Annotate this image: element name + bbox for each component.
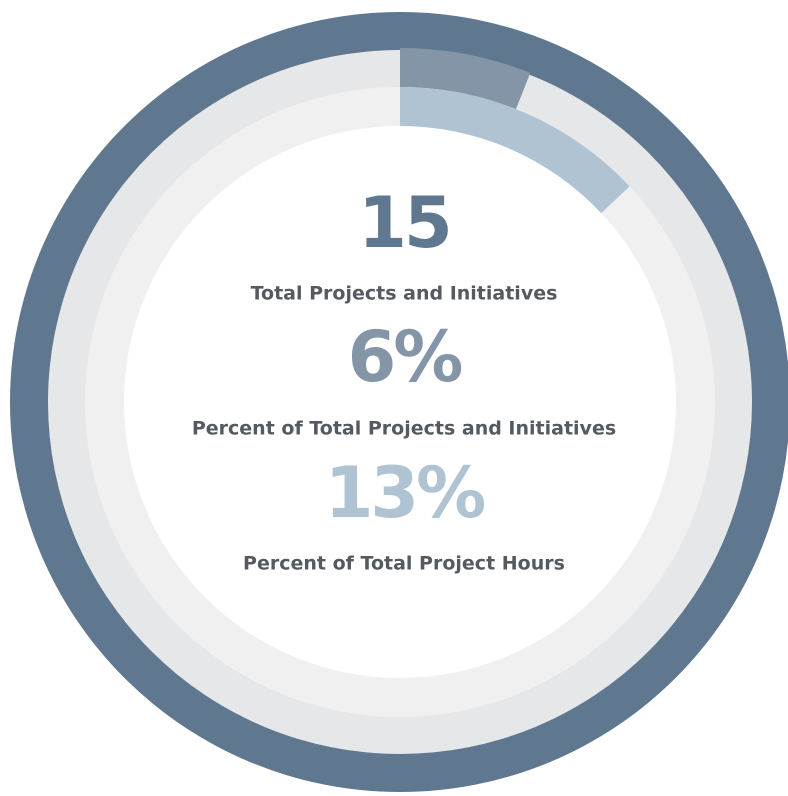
total-value: 15 (358, 182, 449, 264)
value-label: 6% (348, 316, 462, 398)
center (124, 126, 676, 678)
series-label: Percent of Total Projects and Initiative… (192, 418, 616, 440)
arc (400, 87, 630, 214)
total-label: Total Projects and Initiatives (251, 283, 558, 305)
value-label: 13% (325, 452, 484, 534)
arc (400, 48, 531, 110)
series-label: Percent of Total Project Hours (243, 553, 565, 575)
